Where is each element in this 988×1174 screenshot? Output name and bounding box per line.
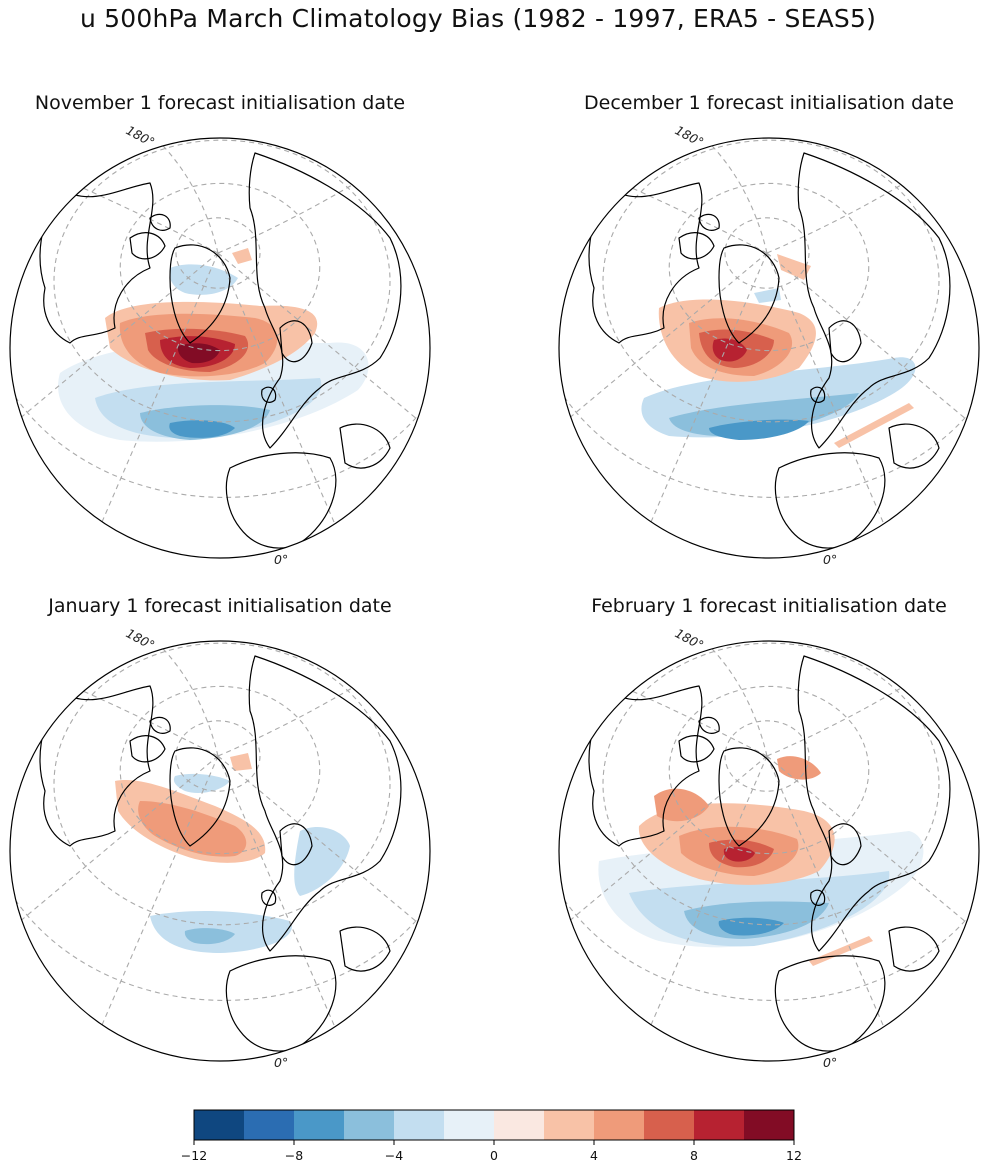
map-panel-nov: 180° 0° (9, 122, 431, 567)
bias-contour-region (173, 773, 230, 793)
bias-contour-region (834, 403, 914, 448)
bias-contour-region (138, 801, 247, 857)
map-content (10, 138, 430, 558)
bias-contour-region (669, 393, 859, 437)
map-panel-jan: 180° 0° (9, 625, 431, 1070)
colorbar-tick-label: −4 (385, 1148, 403, 1163)
longitude-label-0: 0° (823, 1055, 837, 1070)
longitude-label-0: 0° (274, 552, 288, 567)
panel-title-dec: December 1 forecast initialisation date (584, 92, 954, 114)
bias-contour-region (709, 419, 809, 440)
map-boundary (9, 640, 431, 1062)
colorbar-tick-label: 4 (590, 1148, 598, 1163)
map-boundary (558, 640, 980, 1062)
colorbar-tick-label: 0 (490, 1148, 498, 1163)
colorbar-segment (694, 1110, 745, 1140)
bias-contour-region (177, 343, 220, 364)
colorbar-segment (394, 1110, 445, 1140)
colorbar: −12 −8 −4 0 4 8 12 (181, 1109, 802, 1163)
panel-title-jan: January 1 forecast initialisation date (48, 595, 392, 617)
map-boundary (9, 137, 431, 559)
colorbar-segment (594, 1110, 645, 1140)
map-content (559, 138, 979, 558)
bias-contour-region (777, 756, 821, 780)
bias-contour-region (718, 917, 784, 936)
colorbar-tick-label: 12 (786, 1148, 802, 1163)
longitude-label-180: 180° (124, 122, 158, 149)
colorbar-segment (494, 1110, 545, 1140)
colorbar-segment (194, 1110, 245, 1140)
figure-title: u 500hPa March Climatology Bias (1982 - … (79, 4, 877, 33)
bias-contour-region (712, 338, 747, 362)
longitude-label-0: 0° (274, 1055, 288, 1070)
bias-contour-region (754, 288, 781, 303)
colorbar-tick-label: −12 (181, 1148, 207, 1163)
longitude-label-180: 180° (124, 625, 158, 652)
bias-contour-region (232, 248, 252, 264)
map-boundary (558, 137, 980, 559)
longitude-label-180: 180° (673, 625, 707, 652)
bias-contour-region (184, 928, 235, 945)
bias-contour-region (169, 420, 235, 438)
map-content (559, 641, 979, 1061)
map-content (10, 641, 430, 1061)
bias-contour-region (809, 936, 873, 966)
bias-contour-region (230, 753, 252, 771)
bias-contour-region (169, 264, 238, 295)
bias-contour-region (723, 846, 755, 862)
longitude-label-180: 180° (673, 122, 707, 149)
colorbar-tick-label: −8 (285, 1148, 303, 1163)
map-panel-feb: 180° 0° (558, 625, 980, 1070)
colorbar-segment (644, 1110, 695, 1140)
longitude-label-0: 0° (823, 552, 837, 567)
bias-contour-region (777, 254, 811, 280)
bias-contour-region (654, 788, 709, 822)
panel-title-nov: November 1 forecast initialisation date (34, 92, 406, 114)
panel-title-feb: February 1 forecast initialisation date (591, 595, 947, 617)
colorbar-segment (344, 1110, 395, 1140)
colorbar-segment (244, 1110, 295, 1140)
colorbar-segment (444, 1110, 495, 1140)
map-panel-dec: 180° 0° (558, 122, 980, 567)
colorbar-segment (744, 1110, 795, 1140)
colorbar-segment (544, 1110, 595, 1140)
bias-contour-region (294, 826, 350, 896)
colorbar-tick-label: 8 (690, 1148, 698, 1163)
colorbar-segment (294, 1110, 345, 1140)
